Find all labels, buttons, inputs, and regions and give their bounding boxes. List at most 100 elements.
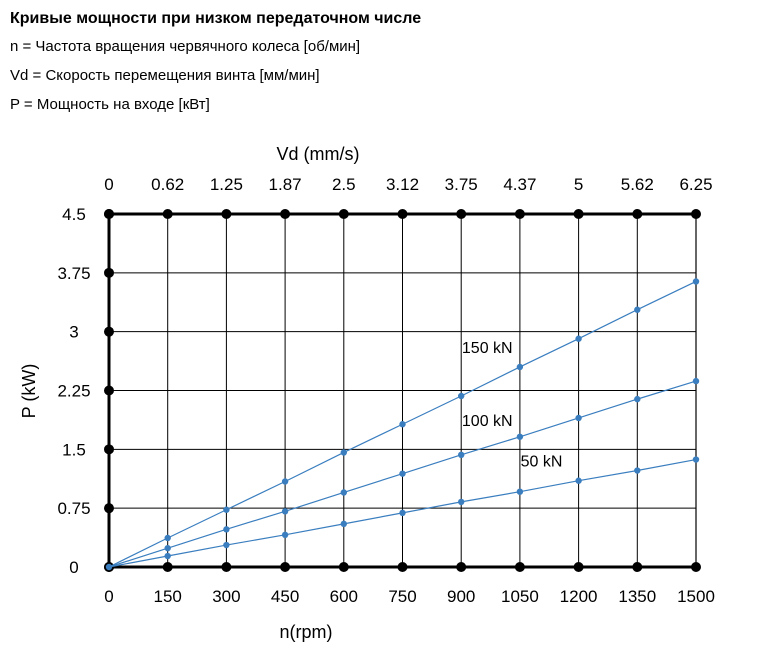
series-label: 150 kN xyxy=(462,340,513,357)
series-label: 100 kN xyxy=(462,413,513,430)
axis-dot-bottom xyxy=(632,562,643,572)
series-lines: 150 kN 100 kN 50 kN xyxy=(105,278,700,571)
series-origin-point xyxy=(105,563,113,571)
axis-dot-left xyxy=(104,267,114,278)
axis-dot-top xyxy=(573,209,584,219)
series-point xyxy=(164,552,171,560)
axis-dot-top xyxy=(162,209,173,219)
axis-dot-bottom xyxy=(280,562,291,572)
x2-tick-label: 6.25 xyxy=(679,175,712,194)
tick-labels: 0 150 300 450 600 750 900 1050 1200 1350 1500 0 0.62… xyxy=(57,175,714,606)
grid xyxy=(109,214,696,567)
y-tick-label: 2.25 xyxy=(57,382,90,401)
bottom-axis-title: n(rpm) xyxy=(280,622,333,642)
axis-dot-top xyxy=(280,209,291,219)
series-point xyxy=(516,363,524,371)
series-point xyxy=(458,392,465,400)
axis-dot-top xyxy=(514,209,525,219)
series-point xyxy=(575,477,582,484)
y-tick-label: 0 xyxy=(69,558,78,577)
legend-line-p: P = Мощность на входе [кВт] xyxy=(10,96,210,113)
series-point xyxy=(281,508,289,515)
x2-tick-label: 0 xyxy=(104,175,113,194)
chart-header: Кривые мощности при низком передаточном … xyxy=(10,6,421,119)
axis-dot-top xyxy=(632,209,643,219)
chart-heading: Кривые мощности при низком передаточном … xyxy=(10,10,422,27)
legend-line-n: n = Частота вращения червячного колеса [… xyxy=(10,38,361,55)
series-point xyxy=(399,509,406,517)
x-tick-label: 750 xyxy=(388,587,416,606)
series-point xyxy=(340,489,347,496)
axis-dot-top xyxy=(397,209,408,219)
axis-dot-bottom xyxy=(221,562,232,572)
y-tick-label: 4.5 xyxy=(62,205,86,224)
x2-tick-label: 1.87 xyxy=(269,175,302,194)
axis-dot-bottom xyxy=(456,562,467,572)
x2-tick-label: 4.37 xyxy=(503,175,536,194)
x-tick-label: 1500 xyxy=(677,587,715,606)
x-tick-label: 300 xyxy=(212,587,240,606)
series-point xyxy=(692,456,700,463)
y-tick-label: 0.75 xyxy=(57,499,90,518)
axis-dot-bottom xyxy=(514,562,525,572)
series-point xyxy=(399,421,406,428)
series-point xyxy=(223,526,230,533)
y-tick-label: 1.5 xyxy=(62,440,86,459)
series-point xyxy=(634,395,641,403)
axis-dot-bottom xyxy=(162,562,173,572)
series-point xyxy=(516,488,524,495)
series-point xyxy=(340,520,347,528)
series-point xyxy=(575,414,582,422)
y-axis-title: P (kW) xyxy=(19,364,39,419)
series-point xyxy=(399,470,406,477)
x-tick-label: 1200 xyxy=(560,587,598,606)
x-tick-label: 900 xyxy=(447,587,475,606)
series-point xyxy=(692,377,700,385)
series-point xyxy=(223,541,230,549)
x-tick-label: 600 xyxy=(330,587,358,606)
top-axis-title: Vd (mm/s) xyxy=(277,144,360,164)
series-point xyxy=(340,449,347,456)
x2-tick-label: 0.62 xyxy=(151,175,184,194)
series-label: 50 kN xyxy=(521,454,563,471)
axis-dot-left xyxy=(104,444,114,455)
axis-dot-top xyxy=(691,209,701,219)
axis-dot-top xyxy=(456,209,467,219)
axis-dot-top xyxy=(338,209,349,219)
x2-tick-label: 2.5 xyxy=(332,175,356,194)
x-tick-label: 0 xyxy=(104,587,113,606)
x-tick-label: 450 xyxy=(271,587,299,606)
x2-tick-label: 5.62 xyxy=(621,175,654,194)
axis-dot-top xyxy=(221,209,232,219)
series-point xyxy=(575,335,582,342)
axis-dot-bottom xyxy=(397,562,408,572)
series-point xyxy=(634,467,641,474)
series-point xyxy=(458,498,465,506)
axis-dot-bottom xyxy=(691,562,701,572)
x2-tick-label: 3.75 xyxy=(445,175,478,194)
series-point xyxy=(516,433,524,440)
series-point xyxy=(692,278,700,285)
x-tick-label: 1050 xyxy=(501,587,539,606)
y-tick-label: 3.75 xyxy=(57,264,90,283)
chart-frame xyxy=(104,209,701,572)
y-tick-label: 3 xyxy=(69,323,78,342)
x-tick-label: 1350 xyxy=(618,587,656,606)
legend-line-vd: Vd = Скорость перемещения винта [мм/мин] xyxy=(10,67,320,84)
series-point xyxy=(281,531,289,539)
axis-dot-bottom xyxy=(338,562,349,572)
series-point xyxy=(223,506,230,513)
x2-tick-label: 5 xyxy=(574,175,583,194)
series-point xyxy=(458,451,465,459)
axis-dot-left xyxy=(104,385,114,396)
x-tick-label: 150 xyxy=(154,587,182,606)
series-point xyxy=(164,544,171,552)
axis-dot-bottom xyxy=(573,562,584,572)
axis-dot-left xyxy=(104,209,114,219)
axis-dot-left xyxy=(104,503,114,514)
axis-dot-left xyxy=(104,326,114,337)
series-point xyxy=(164,534,171,542)
x2-tick-label: 3.12 xyxy=(386,175,419,194)
x2-tick-label: 1.25 xyxy=(210,175,243,194)
